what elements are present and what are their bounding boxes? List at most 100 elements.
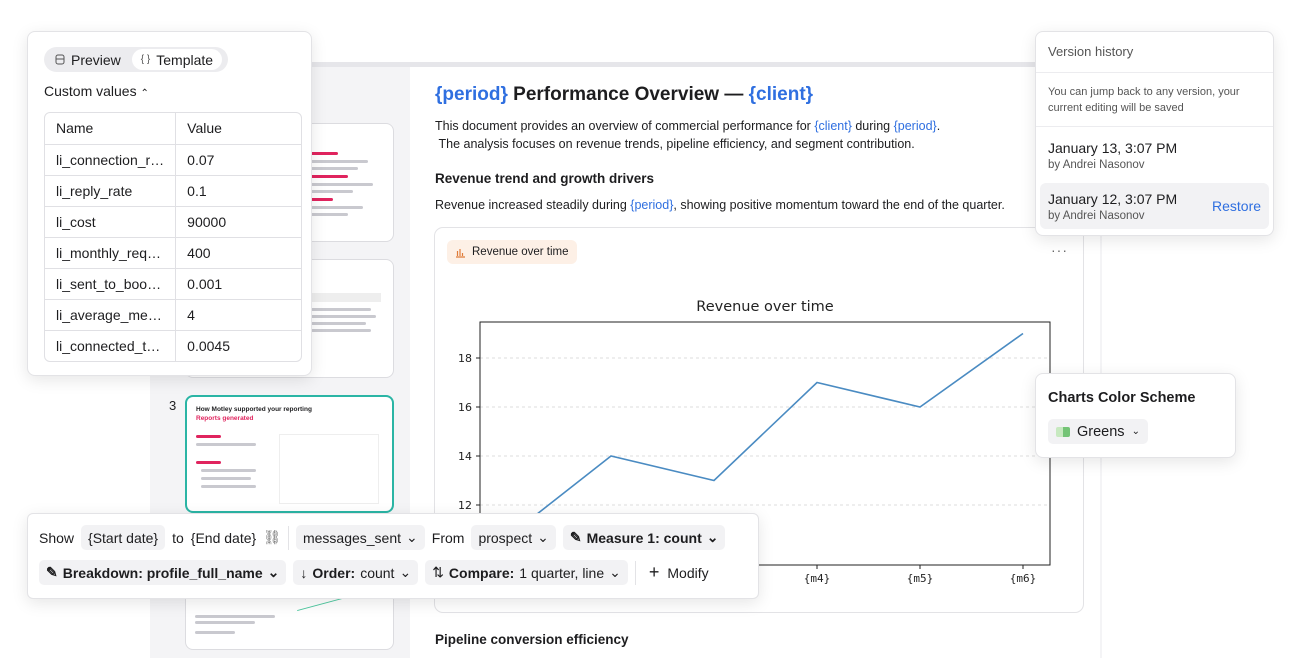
table-cell: 0.0045 bbox=[175, 329, 301, 361]
heading: Revenue trend and growth drivers bbox=[435, 171, 655, 186]
query-toolbar: Show {Start date} to {End date} ⛓ messag… bbox=[27, 513, 759, 599]
table-cell: li_sent_to_boo… bbox=[45, 267, 177, 300]
variable: {period} bbox=[630, 198, 674, 212]
table-cell: li_average_me… bbox=[45, 298, 177, 331]
tab[interactable]: { } Template bbox=[131, 49, 223, 70]
version-date: January 13, 3:07 PM bbox=[1048, 140, 1178, 156]
modify-button[interactable]: + Modify bbox=[648, 562, 709, 582]
text: . bbox=[936, 119, 941, 133]
text: , showing positive momentum toward the e… bbox=[673, 198, 1005, 212]
doc-title: {period} Performance Overview — {client} bbox=[435, 84, 813, 106]
values-table: Name Value li_connection_r… 0.07 li_reply_r… bbox=[45, 113, 301, 361]
measure-dropdown[interactable]: ✎ Measure 1: count ⌄ bbox=[562, 525, 726, 550]
table-cell: 0.1 bbox=[175, 174, 301, 207]
variable: {client} bbox=[814, 119, 852, 133]
scheme-value: Greens bbox=[1077, 423, 1125, 440]
thumb-subheading: Reports generated bbox=[196, 415, 254, 422]
swatch bbox=[1056, 426, 1070, 437]
restore-button[interactable]: Restore bbox=[1212, 198, 1262, 214]
intro: This document provides an overview of co… bbox=[435, 117, 940, 153]
variable: {client} bbox=[748, 84, 814, 105]
label: Show bbox=[39, 529, 75, 546]
metric-dropdown[interactable]: messages_sent ⌄ bbox=[295, 525, 425, 550]
y-tick-label: 12 bbox=[458, 499, 472, 512]
table-cell: 0.001 bbox=[175, 267, 301, 300]
breakdown: Breakdown: profile_full_name bbox=[62, 564, 263, 581]
note: You can jump back to any version, your c… bbox=[1048, 86, 1240, 114]
y-tick-label: 18 bbox=[458, 352, 472, 365]
order-dropdown[interactable]: ↓ Order: count ⌄ bbox=[293, 560, 419, 585]
link-icon[interactable]: ⛓ bbox=[263, 529, 281, 545]
label: to bbox=[172, 529, 184, 546]
label: From bbox=[431, 529, 465, 546]
compare-label: Compare: bbox=[448, 564, 515, 581]
text: during bbox=[855, 119, 891, 133]
color-scheme-panel: Charts Color Scheme Greens ⌄ bbox=[1035, 373, 1236, 458]
tag-text: Revenue over time bbox=[472, 246, 569, 258]
variable: {period} bbox=[893, 119, 937, 133]
version-author: by Andrei Nasonov bbox=[1048, 210, 1145, 222]
table-row: li_connection_r… 0.07 bbox=[45, 143, 301, 176]
table-cell: li_reply_rate bbox=[45, 174, 177, 207]
toolbar-row: ✎ Breakdown: profile_full_name ⌄ ↓ Order:… bbox=[39, 560, 715, 585]
x-tick-label: {m4} bbox=[804, 572, 831, 585]
y-tick-label: 14 bbox=[458, 450, 472, 463]
chart-icon bbox=[456, 248, 465, 258]
chart: Revenue over time 12 14 16 18 {m4} {m5} {m6} bbox=[458, 299, 1051, 585]
paragraph: Revenue increased steadily during {perio… bbox=[435, 198, 1005, 212]
page-number: 3 bbox=[169, 398, 177, 413]
custom-values-panel: Preview { } Template Custom values ⌃ Name… bbox=[27, 31, 312, 376]
header-cell: Name bbox=[45, 113, 177, 145]
table-cell: 0.07 bbox=[175, 143, 301, 176]
thumb-heading: How Motley supported your reporting bbox=[196, 406, 312, 413]
header-row: Name Value bbox=[45, 113, 301, 145]
start-date[interactable]: {Start date} bbox=[81, 525, 166, 550]
source-dropdown[interactable]: prospect ⌄ bbox=[471, 525, 556, 550]
version-item[interactable]: January 12, 3:07 PM by Andrei Nasonov bbox=[1040, 183, 1269, 229]
title-text: Performance Overview — bbox=[513, 84, 744, 105]
table-cell: li_connected_t… bbox=[45, 329, 177, 361]
table-row: li_cost 90000 bbox=[45, 205, 301, 238]
table-row: li_reply_rate 0.1 bbox=[45, 174, 301, 207]
tab-switch: Preview { } Template bbox=[44, 47, 228, 72]
table-cell: li_connection_r… bbox=[45, 143, 177, 176]
tab-label: Template bbox=[156, 51, 214, 68]
text: Revenue increased steadily during bbox=[435, 198, 627, 212]
chart-tag[interactable]: Revenue over time bbox=[447, 240, 577, 264]
text: The analysis focuses on revenue trends, … bbox=[438, 137, 915, 151]
metric: messages_sent bbox=[302, 529, 402, 546]
menu-button[interactable]: ··· bbox=[1051, 242, 1068, 258]
thumbnail-selected[interactable]: How Motley supported your reporting Repo… bbox=[185, 395, 394, 513]
scheme-dropdown[interactable]: Greens ⌄ bbox=[1048, 419, 1148, 444]
compare-value: 1 quarter, line bbox=[519, 564, 605, 581]
source: prospect bbox=[478, 529, 533, 546]
series-line bbox=[507, 332, 1024, 538]
table-cell: 400 bbox=[175, 236, 301, 269]
table-cell: 4 bbox=[175, 298, 301, 331]
header-cell: Value bbox=[175, 113, 301, 145]
section-toggle[interactable]: Custom values ⌃ bbox=[44, 83, 149, 99]
measure: Measure 1: count bbox=[586, 529, 702, 546]
breakdown-dropdown[interactable]: ✎ Breakdown: profile_full_name ⌄ bbox=[39, 560, 287, 585]
y-tick-label: 16 bbox=[458, 401, 472, 414]
x-tick-label: {m5} bbox=[907, 572, 934, 585]
x-tick-label: {m6} bbox=[1010, 572, 1037, 585]
order-value: count bbox=[360, 564, 395, 581]
tab[interactable]: Preview bbox=[46, 49, 130, 70]
panel-title: Charts Color Scheme bbox=[1048, 390, 1196, 406]
version-author: by Andrei Nasonov bbox=[1048, 159, 1145, 171]
table-row: li_monthly_req… 400 bbox=[45, 236, 301, 269]
panel-title: Version history bbox=[1048, 44, 1134, 59]
icon: { } bbox=[140, 54, 151, 65]
section-label: Custom values bbox=[44, 83, 137, 99]
compare-dropdown[interactable]: ⇅ Compare: 1 quarter, line ⌄ bbox=[425, 560, 628, 585]
end-date[interactable]: {End date} bbox=[190, 529, 257, 546]
table-cell: li_monthly_req… bbox=[45, 236, 177, 269]
table-row: li_connected_t… 0.0045 bbox=[45, 329, 301, 361]
toolbar-row: Show {Start date} to {End date} ⛓ messag… bbox=[39, 525, 726, 550]
table-cell: 90000 bbox=[175, 205, 301, 238]
chart-card: Revenue over time ··· bbox=[434, 227, 1084, 613]
version-date: January 12, 3:07 PM bbox=[1048, 191, 1178, 207]
version-item[interactable]: January 13, 3:07 PM by Andrei Nasonov bbox=[1040, 132, 1269, 178]
